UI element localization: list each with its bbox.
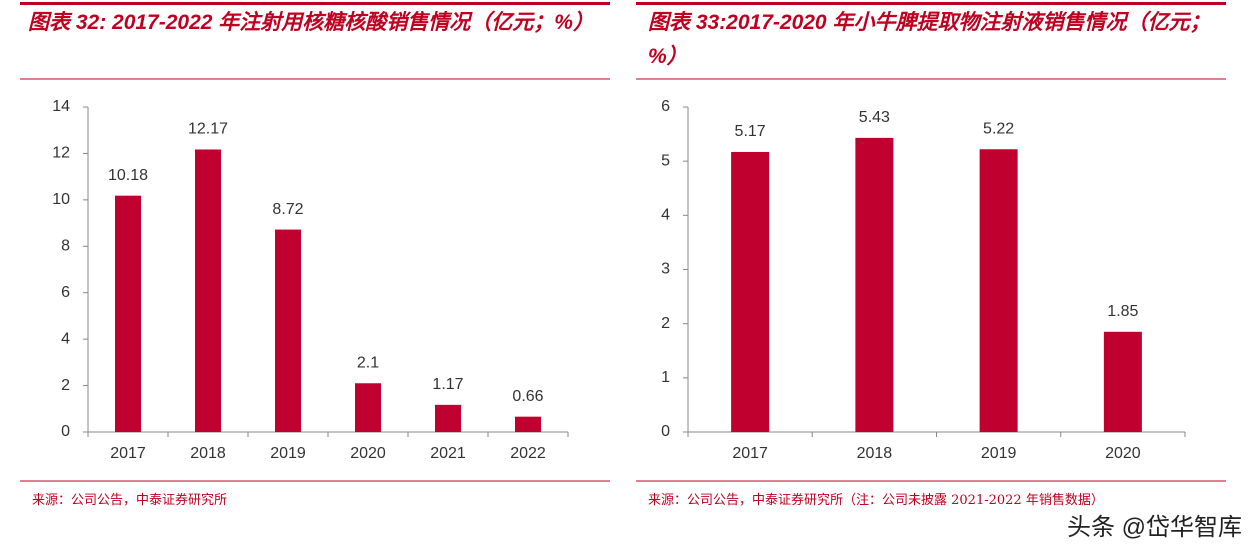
data-label: 2.1 bbox=[357, 354, 379, 371]
x-tick-label: 2020 bbox=[350, 445, 386, 462]
bar bbox=[115, 195, 141, 432]
y-tick-label: 2 bbox=[661, 315, 670, 332]
bar bbox=[1103, 331, 1142, 432]
x-tick-label: 2018 bbox=[190, 445, 226, 462]
y-tick-label: 5 bbox=[661, 152, 670, 169]
data-label: 10.18 bbox=[108, 167, 148, 184]
top-rule bbox=[20, 2, 610, 5]
y-tick-label: 14 bbox=[52, 98, 70, 115]
bar bbox=[979, 149, 1018, 432]
chart-title: 图表 33:2017-2020 年小牛脾提取物注射液销售情况（亿元；%） bbox=[648, 11, 1211, 68]
y-tick-label: 8 bbox=[61, 238, 70, 255]
x-tick-label: 2017 bbox=[110, 445, 146, 462]
data-label: 5.43 bbox=[859, 109, 890, 126]
bar bbox=[355, 383, 381, 432]
bar bbox=[435, 404, 461, 432]
y-tick-label: 0 bbox=[661, 423, 670, 440]
y-tick-label: 6 bbox=[661, 98, 670, 115]
x-tick-label: 2022 bbox=[510, 445, 546, 462]
data-label: 1.85 bbox=[1107, 303, 1138, 320]
x-tick-label: 2021 bbox=[430, 445, 466, 462]
bar bbox=[515, 416, 541, 432]
y-tick-label: 0 bbox=[61, 423, 70, 440]
data-label: 12.17 bbox=[188, 121, 228, 138]
bar bbox=[195, 149, 221, 432]
y-tick-label: 3 bbox=[661, 261, 670, 278]
y-tick-label: 4 bbox=[661, 207, 670, 224]
x-tick-label: 2019 bbox=[270, 445, 306, 462]
data-label: 5.22 bbox=[983, 120, 1014, 137]
x-tick-label: 2020 bbox=[1105, 445, 1141, 462]
y-tick-label: 6 bbox=[61, 284, 70, 301]
bar bbox=[275, 229, 301, 432]
y-tick-label: 4 bbox=[61, 330, 70, 347]
top-rule bbox=[636, 2, 1226, 5]
x-tick-label: 2018 bbox=[857, 445, 893, 462]
source: 来源：公司公告，中泰证券研究所 bbox=[32, 493, 228, 508]
watermark: 头条 @岱华智库 bbox=[1066, 514, 1242, 541]
data-label: 5.17 bbox=[735, 123, 766, 140]
y-tick-label: 1 bbox=[661, 369, 670, 386]
bar bbox=[731, 151, 770, 433]
data-label: 0.66 bbox=[512, 388, 543, 405]
y-tick-label: 12 bbox=[52, 145, 70, 162]
x-tick-label: 2017 bbox=[732, 445, 768, 462]
chart-title: 图表 32: 2017-2022 年注射用核糖核酸销售情况（亿元；%） bbox=[28, 11, 594, 34]
bar bbox=[855, 137, 894, 432]
x-tick-label: 2019 bbox=[981, 445, 1017, 462]
source: 来源：公司公告，中泰证券研究所（注：公司未披露 2021-2022 年销售数据） bbox=[648, 493, 1104, 508]
data-label: 8.72 bbox=[272, 201, 303, 218]
y-tick-label: 2 bbox=[61, 377, 70, 394]
data-label: 1.17 bbox=[432, 376, 463, 393]
y-tick-label: 10 bbox=[52, 191, 70, 208]
